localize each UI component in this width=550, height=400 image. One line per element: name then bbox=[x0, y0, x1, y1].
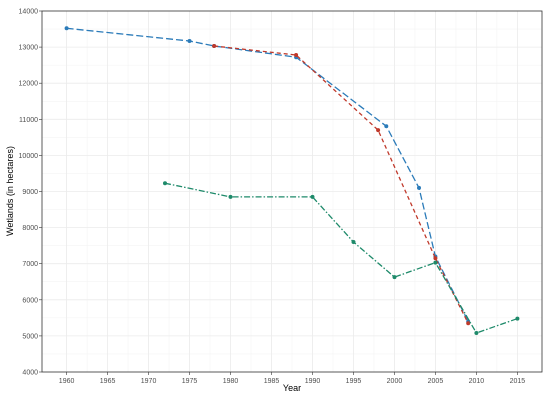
data-point bbox=[515, 316, 520, 321]
data-point bbox=[64, 26, 69, 31]
y-tick-label: 12000 bbox=[19, 81, 39, 88]
x-axis-title: Year bbox=[283, 383, 301, 393]
data-point bbox=[351, 240, 356, 244]
series-layer bbox=[64, 26, 520, 335]
series-2 bbox=[212, 44, 471, 326]
y-tick-label: 14000 bbox=[19, 9, 39, 16]
data-point bbox=[228, 194, 233, 199]
data-point bbox=[384, 124, 389, 129]
x-tick-label: 1970 bbox=[141, 378, 157, 385]
y-tick-label: 10000 bbox=[19, 153, 39, 160]
series-line bbox=[214, 45, 469, 324]
data-point bbox=[163, 181, 167, 186]
x-tick-label: 2005 bbox=[428, 378, 444, 385]
y-tick-label: 5000 bbox=[22, 333, 38, 340]
x-tick-label: 2000 bbox=[387, 378, 403, 385]
data-point bbox=[187, 39, 192, 43]
x-tick-label: 1965 bbox=[100, 378, 116, 385]
data-point bbox=[433, 260, 438, 265]
y-tick-label: 8000 bbox=[22, 225, 38, 232]
y-axis: 4000 5000 6000 7000 8000 9000 10000 11000 12000 1… bbox=[19, 9, 42, 377]
x-tick-label: 1990 bbox=[305, 378, 321, 385]
y-tick-label: 4000 bbox=[22, 370, 38, 377]
series-3 bbox=[163, 181, 520, 335]
y-tick-label: 9000 bbox=[22, 189, 38, 196]
x-tick-label: 1995 bbox=[346, 378, 362, 385]
x-axis: 1960 1965 1970 1975 1980 1985 1990 1995 2000 2005… bbox=[59, 372, 525, 385]
y-tick-label: 13000 bbox=[19, 45, 39, 52]
data-point bbox=[433, 256, 438, 261]
data-point bbox=[376, 128, 381, 133]
series-line bbox=[66, 27, 469, 322]
y-axis-title: Wetlands (in hectares) bbox=[5, 146, 15, 236]
x-tick-label: 2010 bbox=[469, 378, 485, 385]
x-tick-label: 2015 bbox=[510, 378, 526, 385]
y-tick-label: 7000 bbox=[22, 261, 38, 268]
series-line bbox=[164, 182, 518, 334]
data-point bbox=[310, 194, 315, 199]
data-point bbox=[294, 53, 299, 57]
y-tick-label: 11000 bbox=[19, 117, 38, 124]
x-tick-label: 1980 bbox=[223, 378, 239, 385]
x-tick-label: 1985 bbox=[264, 378, 280, 385]
data-point bbox=[417, 185, 421, 190]
x-tick-label: 1975 bbox=[182, 378, 198, 385]
data-point bbox=[212, 44, 217, 48]
x-tick-label: 1960 bbox=[59, 378, 75, 385]
data-point bbox=[392, 275, 397, 280]
y-tick-label: 6000 bbox=[22, 297, 38, 304]
data-point bbox=[466, 321, 471, 326]
data-point bbox=[474, 331, 479, 335]
